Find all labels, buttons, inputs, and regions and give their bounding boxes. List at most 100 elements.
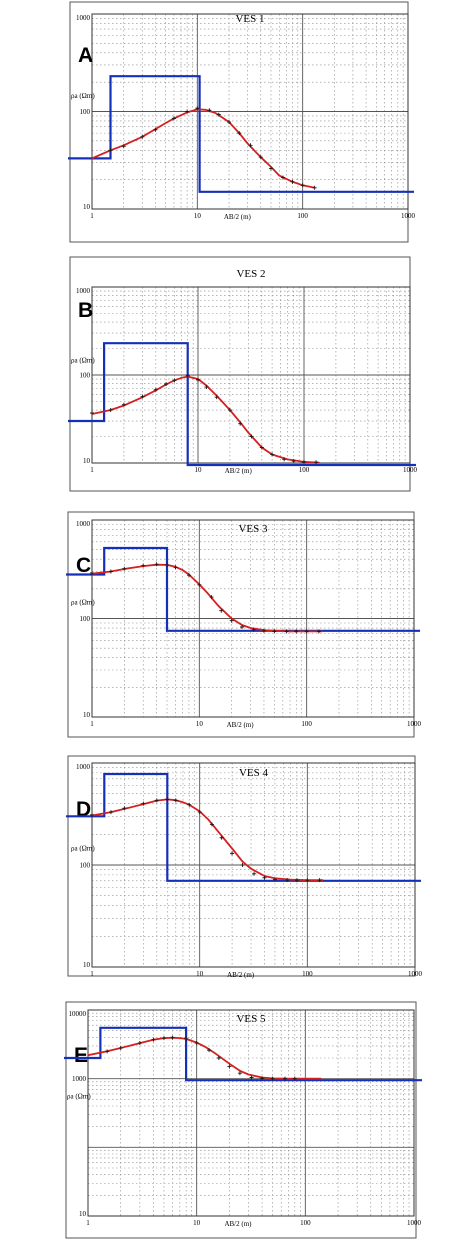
field-data-point bbox=[140, 134, 145, 139]
x-tick-label: 1 bbox=[90, 466, 94, 474]
panel-letter: A bbox=[78, 44, 93, 67]
model-curve-line bbox=[92, 375, 320, 463]
plot-area bbox=[91, 762, 416, 968]
field-data-point bbox=[259, 445, 264, 450]
field-data-point bbox=[251, 627, 256, 632]
field-data-point bbox=[300, 183, 305, 188]
ves-5-panel: 1 10 100 1000 10 1000 10000 AB/2 (m) ρa (Ωm) VES … bbox=[0, 994, 474, 1242]
layer-model-line bbox=[64, 1026, 422, 1082]
field-data-point bbox=[90, 812, 94, 817]
chart-title: VES 2 bbox=[236, 268, 265, 280]
field-data-point bbox=[261, 628, 266, 633]
x-tick-label: 10 bbox=[196, 970, 204, 978]
y-axis-label: ρa (Ωm) bbox=[67, 1093, 91, 1101]
field-data-point bbox=[170, 1035, 175, 1040]
chart-title: VES 5 bbox=[236, 1013, 266, 1025]
field-data-point bbox=[90, 410, 94, 415]
field-data-point bbox=[258, 155, 263, 160]
field-data-point bbox=[216, 1056, 221, 1060]
field-data-point bbox=[171, 116, 176, 121]
field-data-point bbox=[227, 1064, 232, 1069]
y-axis-label: ρa (Ωm) bbox=[71, 357, 95, 365]
x-axis-label: AB/2 (m) bbox=[224, 1220, 252, 1228]
field-data-point bbox=[194, 1041, 199, 1046]
field-data-point bbox=[249, 1075, 254, 1080]
field-data-point bbox=[137, 1041, 142, 1046]
field-data-point bbox=[153, 387, 158, 392]
y-tick-label: 100 bbox=[80, 108, 91, 116]
field-data-point bbox=[238, 421, 243, 426]
field-data-point bbox=[249, 434, 254, 439]
field-data-point bbox=[227, 120, 232, 125]
field-data-point bbox=[282, 457, 287, 462]
x-tick-label: 100 bbox=[297, 212, 308, 220]
field-data-point bbox=[237, 1071, 242, 1076]
x-tick-label: 10 bbox=[195, 466, 203, 474]
field-data-point bbox=[240, 624, 245, 629]
x-tick-label: 1000 bbox=[408, 970, 423, 978]
field-data-point bbox=[272, 877, 277, 882]
field-data-point bbox=[314, 460, 319, 465]
field-data-point bbox=[185, 109, 190, 114]
model-curve-line bbox=[92, 563, 323, 633]
x-tick-label: 100 bbox=[302, 970, 313, 978]
model-curve-line bbox=[92, 108, 315, 189]
field-data-point bbox=[237, 131, 242, 136]
y-tick-label: 100 bbox=[80, 372, 91, 380]
field-data-point bbox=[230, 851, 235, 856]
x-tick-label: 1 bbox=[86, 1219, 90, 1227]
y-tick-label: 10 bbox=[83, 457, 91, 465]
field-data-point bbox=[195, 106, 200, 111]
field-data-point bbox=[294, 878, 299, 883]
y-axis-label: ρa (Ωm) bbox=[71, 599, 95, 607]
field-data-point bbox=[240, 863, 245, 867]
field-data-point bbox=[197, 810, 202, 815]
field-data-point bbox=[294, 629, 299, 634]
y-tick-label: 1000 bbox=[76, 14, 91, 22]
field-data-point bbox=[108, 810, 113, 815]
field-data-point bbox=[108, 148, 113, 153]
x-tick-label: 10 bbox=[196, 720, 204, 728]
field-data-point bbox=[207, 108, 212, 113]
field-data-point bbox=[272, 629, 277, 634]
chart-frame bbox=[67, 755, 416, 977]
chart-frame bbox=[65, 1001, 417, 1239]
field-data-point bbox=[196, 377, 200, 382]
panel-letter: B bbox=[78, 299, 93, 322]
y-tick-label: 10 bbox=[79, 1210, 87, 1218]
x-axis-label: AB/2 (m) bbox=[227, 721, 255, 729]
field-data-point bbox=[209, 822, 214, 827]
field-data-point bbox=[312, 185, 317, 190]
field-data-point bbox=[161, 1036, 166, 1041]
field-data-point bbox=[184, 1036, 189, 1041]
x-tick-label: 10 bbox=[194, 212, 202, 220]
chart-frame bbox=[69, 256, 411, 492]
panel-letter: E bbox=[74, 1044, 88, 1067]
field-data-point bbox=[214, 395, 219, 400]
plot-area bbox=[91, 13, 409, 210]
field-data-point bbox=[186, 573, 191, 578]
field-data-point bbox=[284, 629, 289, 634]
panel-letter: D bbox=[76, 798, 91, 821]
y-tick-label: 1000 bbox=[72, 1075, 87, 1083]
field-data-point bbox=[316, 629, 321, 634]
field-data-point bbox=[252, 871, 257, 876]
y-tick-label: 10 bbox=[83, 711, 91, 719]
y-tick-label: 100 bbox=[80, 615, 91, 623]
field-data-point bbox=[185, 373, 190, 378]
field-data-point bbox=[285, 878, 290, 883]
field-data-point bbox=[302, 459, 306, 464]
field-data-point bbox=[260, 1076, 265, 1081]
field-data-point bbox=[209, 595, 214, 600]
field-data-point bbox=[280, 175, 285, 180]
field-data-point bbox=[151, 1037, 156, 1042]
x-tick-label: 1 bbox=[90, 212, 94, 220]
field-data-point bbox=[118, 1045, 123, 1050]
field-data-point bbox=[304, 629, 309, 634]
